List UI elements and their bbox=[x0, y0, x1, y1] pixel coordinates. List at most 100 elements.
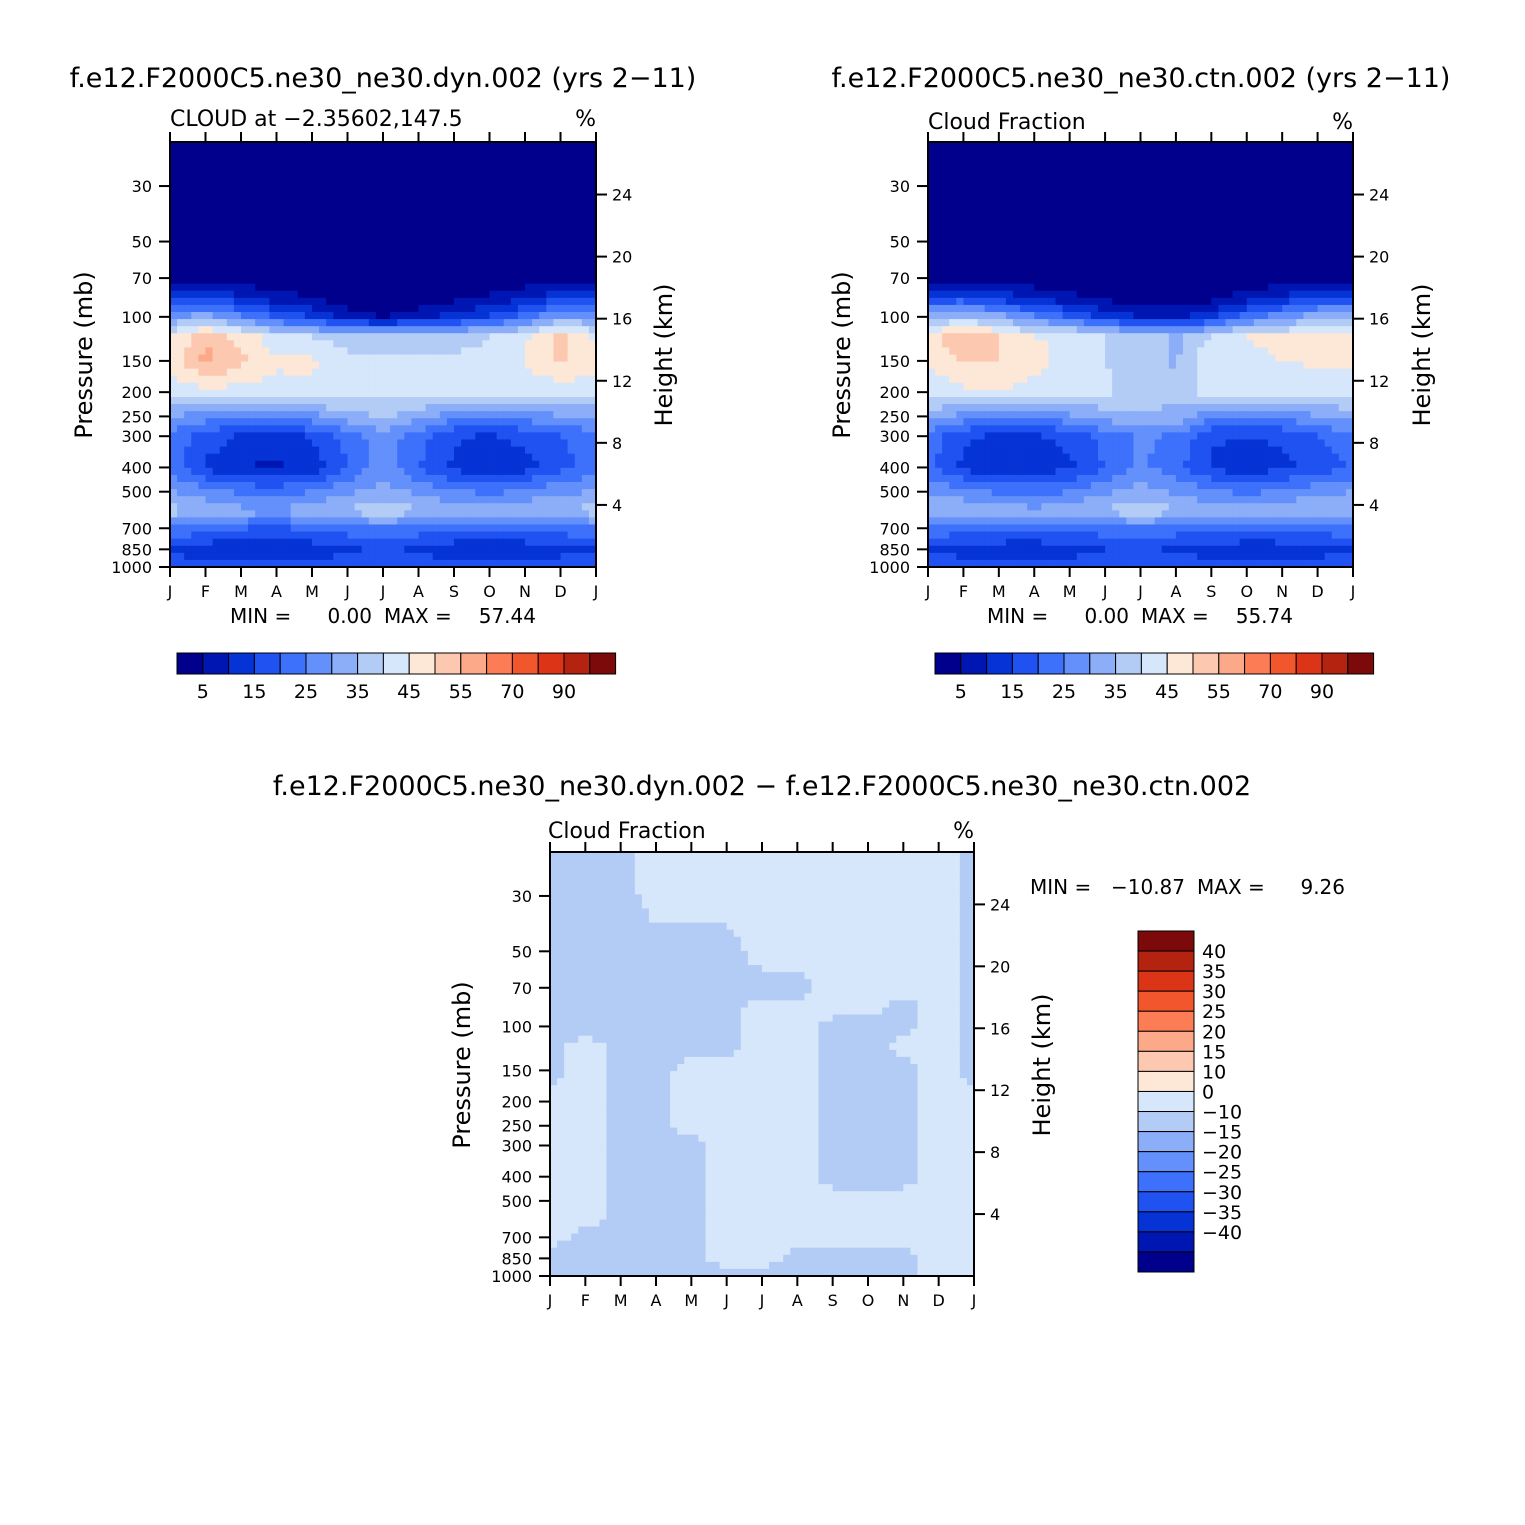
contour-cell bbox=[574, 340, 583, 349]
contour-cell bbox=[446, 474, 455, 483]
contour-cell bbox=[1027, 198, 1035, 207]
contour-cell bbox=[1232, 198, 1241, 207]
contour-cell bbox=[304, 219, 313, 228]
contour-cell bbox=[368, 425, 377, 434]
contour-cell bbox=[219, 489, 228, 497]
contour-cell bbox=[446, 269, 455, 278]
contour-cell bbox=[567, 156, 576, 164]
contour-cell bbox=[560, 531, 569, 540]
contour-cell bbox=[1027, 241, 1035, 249]
contour-cell bbox=[461, 163, 469, 171]
contour-cell bbox=[1105, 276, 1113, 285]
contour-cell bbox=[1190, 170, 1198, 179]
contour-cell bbox=[942, 241, 950, 249]
contour-cell bbox=[276, 297, 285, 306]
contour-cell bbox=[198, 517, 207, 526]
contour-cell bbox=[539, 269, 547, 278]
contour-cell bbox=[212, 241, 221, 249]
contour-cell bbox=[1005, 248, 1014, 256]
contour-cell bbox=[390, 517, 398, 526]
contour-cell bbox=[574, 269, 583, 278]
contour-cell bbox=[361, 241, 370, 249]
contour-cell bbox=[205, 283, 214, 292]
contour-cell bbox=[1112, 262, 1120, 271]
contour-cell bbox=[326, 460, 334, 469]
contour-cell bbox=[461, 333, 469, 341]
contour-cell bbox=[525, 425, 533, 434]
contour-cell bbox=[333, 446, 341, 455]
contour-cell bbox=[269, 198, 278, 207]
contour-cell bbox=[347, 191, 356, 200]
contour-cell bbox=[439, 241, 448, 249]
contour-cell bbox=[333, 212, 341, 221]
contour-cell bbox=[553, 340, 562, 349]
contour-cell bbox=[269, 269, 278, 278]
contour-cell bbox=[312, 312, 320, 320]
contour-cell bbox=[1345, 149, 1353, 157]
contour-cell bbox=[312, 482, 320, 490]
contour-cell bbox=[539, 474, 547, 483]
contour-cell bbox=[397, 425, 405, 434]
contour-cell bbox=[1098, 142, 1106, 150]
contour-cell bbox=[1218, 262, 1227, 271]
contour-cell bbox=[425, 411, 434, 419]
contour-cell bbox=[1331, 212, 1340, 221]
contour-cell bbox=[1098, 248, 1106, 256]
contour-cell bbox=[1338, 248, 1347, 256]
contour-cell bbox=[283, 474, 292, 483]
contour-cell bbox=[496, 397, 505, 405]
contour-cell bbox=[262, 559, 270, 567]
contour-cell bbox=[1246, 255, 1255, 264]
contour-cell bbox=[226, 496, 235, 504]
contour-cell bbox=[1324, 170, 1333, 179]
contour-cell bbox=[553, 156, 562, 164]
contour-cell bbox=[333, 255, 341, 264]
contour-cell bbox=[333, 234, 341, 242]
contour-cell bbox=[219, 184, 228, 193]
contour-cell bbox=[532, 531, 540, 540]
contour-cell bbox=[446, 467, 455, 476]
contour-cell bbox=[326, 212, 334, 221]
contour-cell bbox=[567, 517, 576, 526]
contour-cell bbox=[390, 241, 398, 249]
contour-cell bbox=[446, 241, 455, 249]
contour-cell bbox=[262, 219, 270, 228]
contour-cell bbox=[468, 510, 476, 519]
contour-cell bbox=[1260, 191, 1269, 200]
contour-cell bbox=[304, 149, 313, 157]
contour-cell bbox=[219, 170, 228, 179]
contour-cell bbox=[1197, 156, 1205, 164]
contour-cell bbox=[177, 262, 185, 271]
contour-cell bbox=[255, 425, 263, 434]
contour-cell bbox=[553, 531, 562, 540]
contour-cell bbox=[233, 425, 242, 434]
contour-cell bbox=[517, 439, 526, 448]
contour-cell bbox=[489, 382, 498, 391]
contour-cell bbox=[1310, 212, 1319, 221]
contour-cell bbox=[574, 559, 583, 567]
contour-cell bbox=[212, 545, 221, 554]
contour-cell bbox=[546, 474, 554, 483]
contour-cell bbox=[588, 474, 596, 483]
contour-cell bbox=[1338, 142, 1347, 150]
contour-cell bbox=[1225, 227, 1234, 235]
contour-cell bbox=[219, 354, 228, 363]
contour-cell bbox=[567, 467, 576, 476]
contour-cell bbox=[1062, 212, 1071, 221]
contour-cell bbox=[269, 559, 278, 567]
contour-cell bbox=[304, 397, 313, 405]
contour-cell bbox=[475, 361, 483, 370]
contour-cell bbox=[446, 191, 455, 200]
pressure-tick-label: 1000 bbox=[111, 558, 152, 577]
contour-cell bbox=[383, 205, 391, 214]
contour-cell bbox=[219, 368, 228, 377]
contour-cell bbox=[935, 241, 943, 249]
contour-cell bbox=[539, 404, 547, 412]
contour-cell bbox=[411, 163, 420, 171]
contour-cell bbox=[170, 198, 178, 207]
contour-cell bbox=[340, 510, 349, 519]
contour-cell bbox=[1069, 255, 1078, 264]
contour-cell bbox=[574, 552, 583, 561]
contour-cell bbox=[297, 524, 306, 533]
contour-cell bbox=[574, 496, 583, 504]
